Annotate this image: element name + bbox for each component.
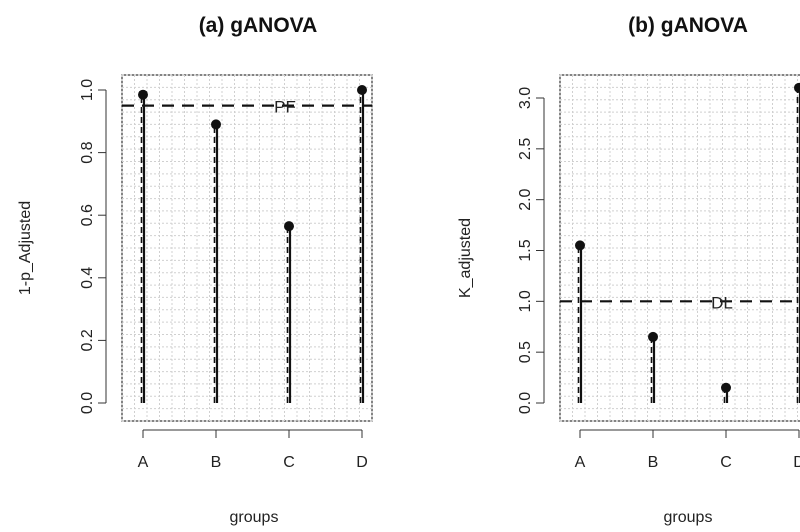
y-tick-label: 2.5 [517, 138, 534, 160]
point [284, 221, 294, 232]
panel-a-marks: PF [122, 85, 372, 403]
x-tick-label: C [720, 454, 732, 471]
y-tick-label: 2.0 [517, 188, 534, 210]
panel-a-title: (a) gANOVA [199, 14, 318, 37]
y-tick-label: 0.4 [79, 267, 96, 289]
y-tick-label: 0.2 [79, 329, 96, 351]
panel-b-title: (b) gANOVA [628, 14, 748, 37]
panel-a-xlabel: groups [230, 509, 279, 526]
point [794, 82, 800, 93]
x-tick-label: B [648, 454, 659, 471]
panel-a-axes: 0.0 0.2 0.4 0.6 0.8 1.0 A B C D [79, 79, 368, 471]
panel-a: (a) gANOVA 0.0 0.2 0.4 0.6 0.8 1.0 A B C D PF gro… [17, 14, 373, 526]
panel-b-grid [559, 74, 800, 422]
y-tick-label: 3.0 [517, 87, 534, 109]
x-tick-label: A [575, 454, 586, 471]
reference-line-label: PF [274, 98, 296, 117]
point [357, 85, 367, 95]
point [721, 382, 731, 393]
x-tick-label: D [356, 454, 368, 471]
x-tick-label: C [283, 454, 295, 471]
panel-b-marks: DL [560, 82, 800, 403]
x-tick-label: B [211, 454, 222, 471]
panel-b-ylabel: K_adjusted [457, 218, 474, 298]
panel-b: (b) gANOVA 0.00.51.01.52.02.53.0A B C D DL … [457, 14, 800, 526]
y-tick-label: 0.5 [517, 341, 534, 363]
x-tick-label: D [793, 454, 800, 471]
y-tick-label: 0.0 [79, 392, 96, 414]
panel-a-grid [121, 74, 373, 422]
y-tick-label: 1.0 [79, 79, 96, 101]
point [648, 331, 658, 342]
y-tick-label: 1.5 [517, 239, 534, 261]
point [211, 119, 221, 130]
y-tick-label: 0.6 [79, 204, 96, 226]
x-tick-label: A [138, 454, 149, 471]
reference-line-label: DL [711, 293, 733, 312]
panel-a-ylabel: 1-p_Adjusted [17, 201, 34, 295]
point [138, 89, 148, 100]
panel-b-xlabel: groups [664, 509, 713, 526]
point [575, 240, 585, 251]
panel-b-axes: 0.0 0.5 1.0 1.5 2.0 2.5 3.0 A B C D [517, 87, 800, 471]
y-tick-label: 0.8 [79, 141, 96, 163]
y-tick-label: 1.0 [517, 290, 534, 312]
y-tick-label: 0.0 [517, 392, 534, 414]
